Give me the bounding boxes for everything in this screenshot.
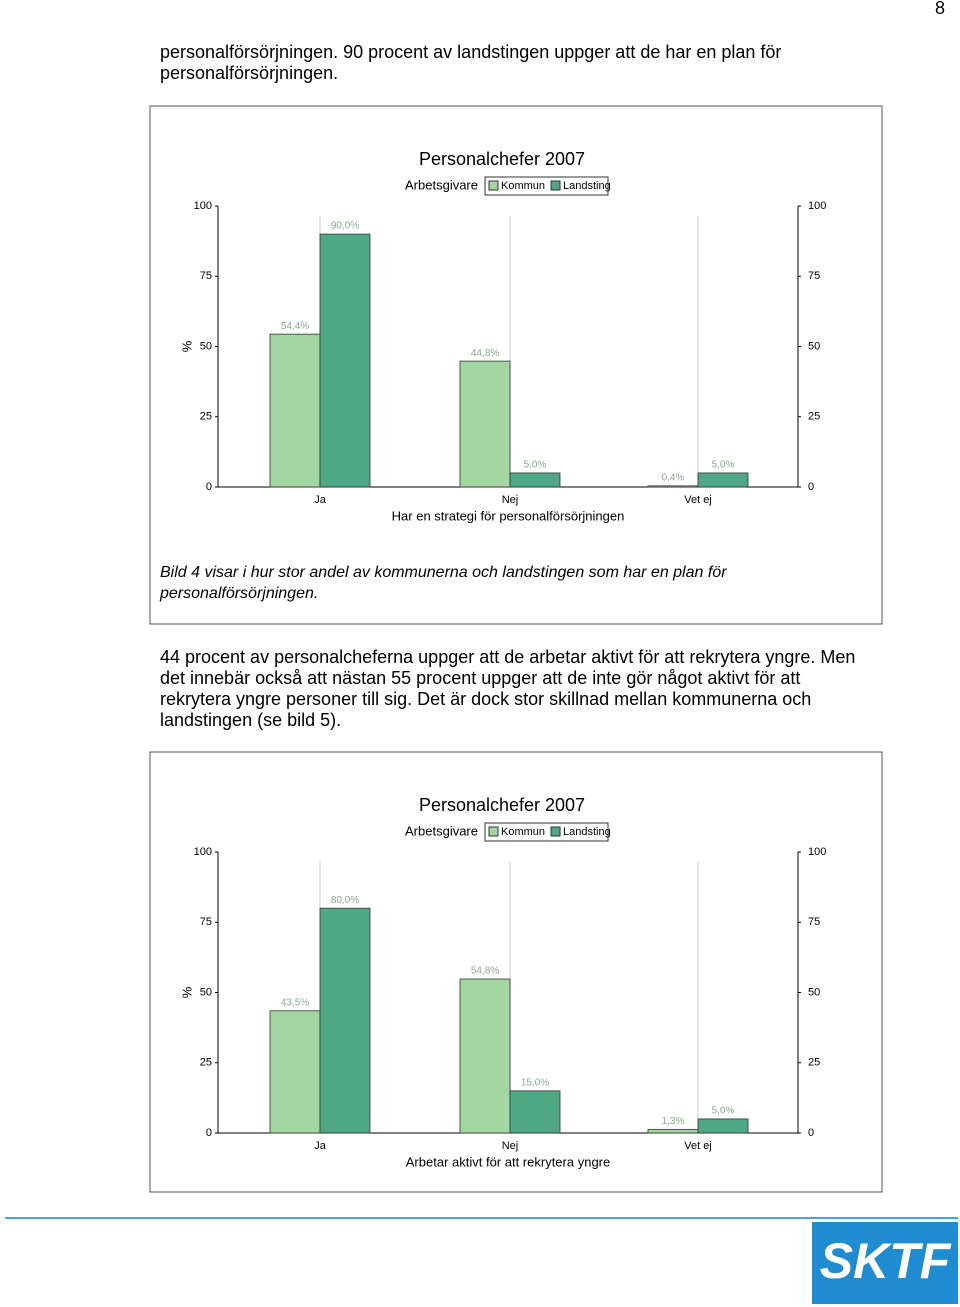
legend-frame <box>484 176 609 196</box>
chart-title: Personalchefer 2007 <box>419 149 585 169</box>
value-label: 5,0% <box>524 460 547 471</box>
bar <box>459 978 511 1134</box>
bar <box>647 1128 699 1134</box>
x-axis-label: Arbetar aktivt för att rekrytera yngre <box>406 1154 610 1169</box>
value-label: 0,4% <box>662 473 685 484</box>
y-tick-label: 0 <box>206 481 212 493</box>
paragraph-line: 44 procent av personalcheferna uppger at… <box>160 647 855 667</box>
value-label: 44,8% <box>471 348 499 359</box>
y-axis-label: % <box>179 340 194 352</box>
legend-title: Arbetsgivare <box>405 177 478 192</box>
x-tick-label: Vet ej <box>684 1140 712 1152</box>
value-label: 80,0% <box>331 895 359 906</box>
x-axis-label: Har en strategi för personalförsörjninge… <box>392 508 625 523</box>
paragraph-line: landstingen (se bild 5). <box>160 710 341 730</box>
y2-tick-label: 25 <box>808 1057 820 1069</box>
y-tick-label: 100 <box>194 846 212 858</box>
paragraph-line: rekrytera yngre personer till sig. Det ä… <box>160 689 811 709</box>
bar <box>697 472 749 488</box>
x-tick-label: Ja <box>314 1140 327 1152</box>
y-tick-label: 50 <box>200 340 212 352</box>
y2-tick-label: 0 <box>808 481 814 493</box>
bar <box>459 360 511 488</box>
bar <box>697 1118 749 1134</box>
value-label: 15,0% <box>521 1077 549 1088</box>
legend-swatch <box>488 180 499 191</box>
y2-tick-label: 75 <box>808 916 820 928</box>
y-tick-label: 25 <box>200 411 212 423</box>
legend-frame <box>484 822 609 842</box>
bar <box>647 485 699 488</box>
legend-swatch <box>550 180 561 191</box>
chart-frame <box>149 751 883 1193</box>
value-label: 5,0% <box>712 1106 735 1117</box>
bar <box>509 472 561 488</box>
value-label: 54,4% <box>281 321 309 332</box>
x-tick-label: Ja <box>314 494 327 506</box>
y-tick-label: 75 <box>200 270 212 282</box>
y-tick-label: 50 <box>200 986 212 998</box>
paragraph-line: personalförsörjningen. 90 procent av lan… <box>160 42 781 62</box>
y-tick-label: 25 <box>200 1057 212 1069</box>
bar <box>269 1010 321 1134</box>
y2-tick-label: 0 <box>808 1127 814 1139</box>
chart-frame <box>149 105 883 625</box>
legend-swatch <box>550 826 561 837</box>
caption-line: Bild 4 visar i hur stor andel av kommune… <box>160 564 727 581</box>
x-tick-label: Nej <box>502 494 519 506</box>
x-tick-label: Vet ej <box>684 494 712 506</box>
chart-title: Personalchefer 2007 <box>419 795 585 815</box>
y-tick-label: 75 <box>200 916 212 928</box>
value-label: 5,0% <box>712 460 735 471</box>
y2-tick-label: 50 <box>808 986 820 998</box>
y2-tick-label: 25 <box>808 411 820 423</box>
y2-tick-label: 75 <box>808 270 820 282</box>
y-axis-label: % <box>179 986 194 998</box>
legend-label: Kommun <box>501 180 545 192</box>
page-number: 8 <box>935 0 945 18</box>
legend-label: Kommun <box>501 826 545 838</box>
paragraph-line: personalförsörjningen. <box>160 63 338 83</box>
y2-tick-label: 100 <box>808 200 826 212</box>
y2-tick-label: 50 <box>808 340 820 352</box>
bar <box>509 1090 561 1134</box>
y-tick-label: 100 <box>194 200 212 212</box>
caption-line: personalförsörjningen. <box>159 585 318 602</box>
bar <box>319 907 371 1134</box>
legend-swatch <box>488 826 499 837</box>
logo: SKTF <box>820 1233 952 1289</box>
bar <box>269 333 321 488</box>
y2-tick-label: 100 <box>808 846 826 858</box>
value-label: 1,3% <box>662 1116 685 1127</box>
y-tick-label: 0 <box>206 1127 212 1139</box>
value-label: 90,0% <box>331 221 359 232</box>
x-tick-label: Nej <box>502 1140 519 1152</box>
value-label: 54,8% <box>471 966 499 977</box>
bar <box>319 233 371 488</box>
value-label: 43,5% <box>281 997 309 1008</box>
legend-label: Landsting <box>563 826 611 838</box>
legend-label: Landsting <box>563 180 611 192</box>
legend-title: Arbetsgivare <box>405 823 478 838</box>
logo-box <box>812 1222 958 1304</box>
paragraph-line: det innebär också att nästan 55 procent … <box>160 668 800 688</box>
